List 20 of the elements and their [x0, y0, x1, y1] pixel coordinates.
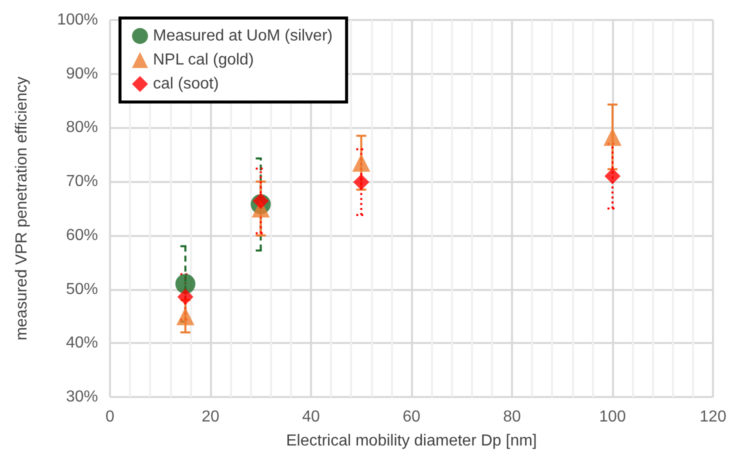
x-tick-label: 80: [503, 408, 521, 426]
y-tick-label: 30%: [66, 388, 98, 406]
x-axis-title: Electrical mobility diameter Dp [nm]: [286, 432, 537, 450]
x-tick-label: 20: [202, 408, 220, 426]
x-tick-label: 120: [700, 408, 726, 426]
y-tick-label: 80%: [66, 119, 98, 136]
y-tick-label: 90%: [66, 65, 98, 82]
y-tick-label: 40%: [66, 334, 98, 352]
x-tick-label: 40: [302, 408, 320, 426]
y-tick-label: 60%: [66, 226, 98, 244]
legend-label: Measured at UoM (silver): [153, 28, 333, 44]
x-tick-label: 0: [106, 408, 115, 426]
x-tick-label: 60: [402, 408, 420, 426]
x-tick-label: 100: [599, 408, 626, 426]
legend-label: NPL cal (gold): [153, 52, 254, 68]
y-tick-label: 70%: [66, 173, 98, 190]
y-tick-label: 50%: [66, 280, 98, 298]
y-tick-label: 100%: [57, 12, 98, 28]
legend-label: cal (soot): [153, 76, 219, 92]
y-axis-title: measured VPR penetration efficiency: [14, 76, 30, 340]
